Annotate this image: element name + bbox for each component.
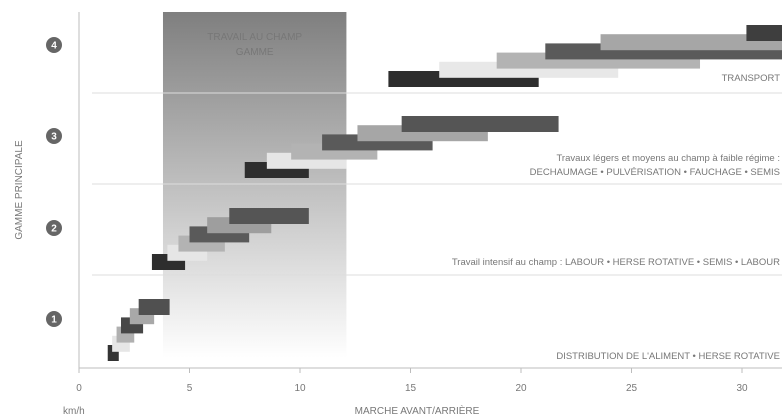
range-badge	[46, 311, 62, 327]
y-tick-label: 2	[51, 224, 57, 235]
range-badge	[46, 128, 62, 144]
y-tick-label: 4	[51, 41, 57, 52]
zone-labels: TRANSPORT Travaux légers et moyens au cha…	[452, 73, 780, 362]
gear-bar	[746, 25, 782, 41]
range-badge	[46, 37, 62, 53]
x-axis-ticks: 0510152025303540	[76, 368, 748, 394]
x-tick-label: 30	[736, 383, 748, 394]
x-tick-label: 25	[626, 383, 638, 394]
gear-bar	[229, 208, 309, 224]
x-tick-label: 20	[515, 383, 527, 394]
y-tick-label: 1	[51, 315, 57, 326]
x-tick-label: 0	[76, 383, 82, 394]
gear-bar	[401, 116, 559, 132]
x-tick-label: 5	[187, 383, 193, 394]
x-axis-label: MARCHE AVANT/ARRIÈRE	[355, 404, 480, 417]
zone-label: TRANSPORT	[722, 73, 781, 84]
y-tick-label: 3	[51, 132, 57, 143]
gear-bar	[600, 34, 782, 51]
zone-label: DISTRIBUTION DE L'ALIMENT • HERSE ROTATI…	[556, 351, 780, 362]
x-tick-label: 10	[294, 383, 306, 394]
y-axis-label: GAMME PRINCIPALE	[14, 140, 25, 240]
zone-label: DECHAUMAGE • PULVÉRISATION • FAUCHAGE • …	[530, 167, 780, 178]
grid-lines	[92, 92, 782, 276]
y-axis-ticks: 1 2 3 4	[46, 37, 62, 327]
field-work-range-band	[162, 12, 347, 358]
gear-bars	[107, 25, 782, 361]
band-label-line-1: TRAVAIL AU CHAMP	[207, 32, 302, 43]
x-tick-label: 15	[405, 383, 417, 394]
gear-bar	[107, 345, 119, 361]
zone-label: Travaux légers et moyens au champ à faib…	[556, 153, 780, 164]
zone-label: Travail intensif au champ : LABOUR • HER…	[452, 257, 780, 268]
x-axis-unit: km/h	[63, 406, 85, 417]
gear-bar	[138, 299, 170, 315]
range-badge	[46, 220, 62, 236]
band-label-line-2: GAMME	[236, 47, 274, 58]
